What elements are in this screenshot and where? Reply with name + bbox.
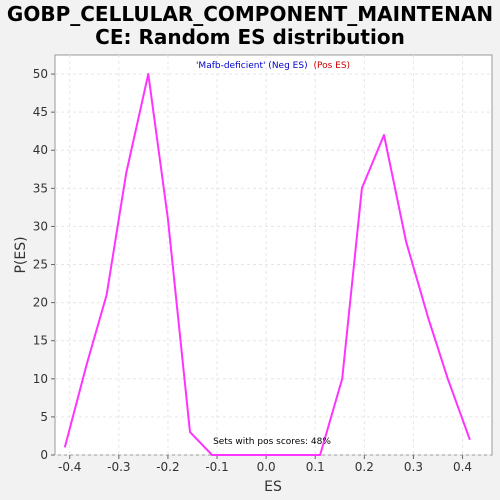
legend-neg-label: 'Mafb-deficient' (Neg ES) xyxy=(196,61,308,71)
x-tick-label: 0.3 xyxy=(404,460,423,474)
grid xyxy=(55,55,492,456)
y-tick-label: 10 xyxy=(33,372,48,386)
chart-title-line-2: CE: Random ES distribution xyxy=(95,25,405,49)
x-tick-label: 0.0 xyxy=(257,460,276,474)
y-tick-label: 35 xyxy=(33,181,48,195)
y-axis-ticks: 0 5 10 15 20 25 30 35 40 45 50 xyxy=(33,67,55,462)
y-tick-label: 15 xyxy=(33,334,48,348)
x-axis-ticks: -0.4 -0.3 -0.2 -0.1 0.0 0.1 0.2 0.3 0.4 xyxy=(58,455,472,474)
y-tick-label: 0 xyxy=(40,448,48,462)
x-tick-label: 0.4 xyxy=(453,460,472,474)
y-tick-label: 5 xyxy=(40,410,48,424)
y-tick-label: 50 xyxy=(33,67,48,81)
pos-scores-annotation: Sets with pos scores: 48% xyxy=(213,437,331,447)
y-tick-label: 25 xyxy=(33,258,48,272)
chart-title-line-1: GOBP_CELLULAR_COMPONENT_MAINTENAN xyxy=(7,2,493,26)
y-tick-label: 40 xyxy=(33,143,48,157)
x-axis-title: ES xyxy=(264,479,282,495)
series-group xyxy=(63,73,471,456)
x-tick-label: 0.1 xyxy=(306,460,325,474)
legend-pos-label: (Pos ES) xyxy=(313,61,350,71)
x-tick-label: -0.1 xyxy=(205,460,228,474)
x-tick-label: -0.4 xyxy=(58,460,81,474)
x-tick-label: -0.3 xyxy=(107,460,130,474)
y-tick-label: 30 xyxy=(33,219,48,233)
plot-area xyxy=(54,54,493,456)
x-tick-label: -0.2 xyxy=(156,460,179,474)
y-tick-label: 20 xyxy=(33,296,48,310)
y-axis-title: P(ES) xyxy=(13,236,29,273)
x-tick-label: 0.2 xyxy=(355,460,374,474)
series-line xyxy=(63,73,471,456)
y-tick-label: 45 xyxy=(33,105,48,119)
legend: 'Mafb-deficient' (Neg ES) (Pos ES) xyxy=(196,61,350,71)
